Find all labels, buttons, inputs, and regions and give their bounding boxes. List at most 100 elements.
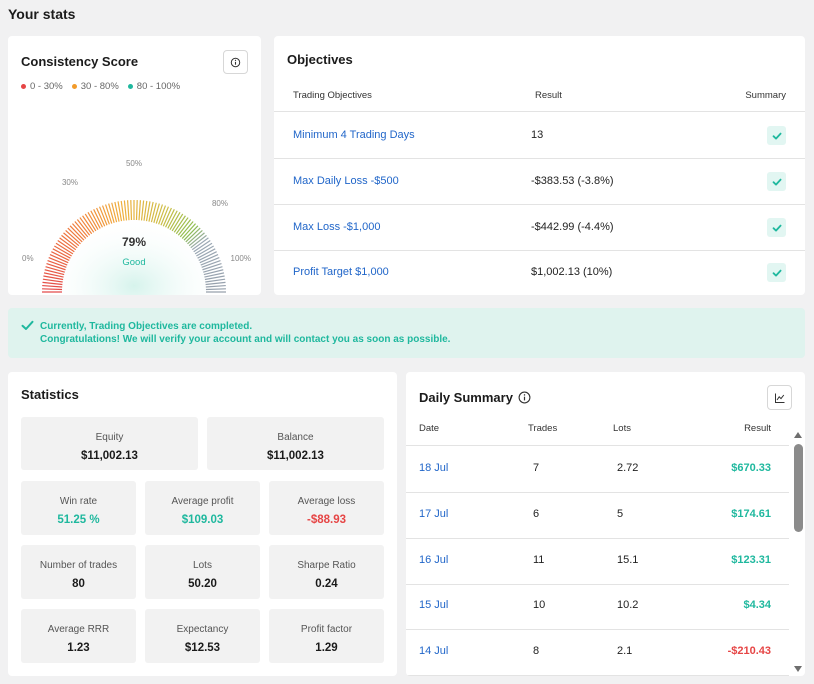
gauge-tick xyxy=(87,212,99,230)
daily-summary-scrollbar[interactable] xyxy=(794,432,803,672)
gauge-tick xyxy=(179,221,194,238)
legend-item-mid: 30 - 80% xyxy=(71,81,119,92)
consistency-score-card: Consistency Score 0 - 30% 30 - 80% 80 - … xyxy=(8,36,261,295)
gauge-tick xyxy=(93,209,103,228)
stat-label: Expectancy xyxy=(176,624,229,635)
gauge-tick xyxy=(48,256,68,266)
row-date[interactable]: 15 Jul xyxy=(419,599,449,611)
gauge-tick xyxy=(204,272,225,278)
stat-tile-number-of-trades: Number of trades 80 xyxy=(21,545,136,599)
objective-name[interactable]: Profit Target $1,000 xyxy=(293,266,389,278)
row-result: $123.31 xyxy=(731,554,771,566)
gauge-tick xyxy=(196,245,214,257)
chart-view-button[interactable] xyxy=(767,385,792,410)
gauge-tick xyxy=(202,262,222,271)
objective-row: Max Loss -$1,000 -$442.99 (-4.4%) xyxy=(274,205,805,251)
gauge-tick xyxy=(71,223,87,239)
gauge-value: 79% xyxy=(122,235,146,249)
gauge-tick xyxy=(123,200,128,221)
gauge-tick xyxy=(162,207,172,227)
objective-name[interactable]: Minimum 4 Trading Days xyxy=(293,129,415,141)
gauge-tick xyxy=(44,269,65,276)
gauge-tick xyxy=(51,251,70,261)
row-trades: 8 xyxy=(533,645,540,657)
gauge-tick xyxy=(138,200,142,221)
scroll-up-arrow-icon[interactable] xyxy=(794,432,802,438)
stat-value: $11,002.13 xyxy=(81,450,138,462)
scroll-down-arrow-icon[interactable] xyxy=(794,666,802,672)
info-icon xyxy=(230,57,241,67)
header-trading-objectives: Trading Objectives xyxy=(293,90,372,101)
gauge-tick xyxy=(201,259,221,268)
info-icon[interactable] xyxy=(518,391,531,404)
stat-label: Equity xyxy=(95,432,124,443)
gauge-tick xyxy=(183,225,199,241)
gauge-tick xyxy=(84,213,97,232)
gauge-tick xyxy=(190,234,207,249)
objective-name[interactable]: Max Loss -$1,000 xyxy=(293,221,381,233)
gauge-tick xyxy=(187,229,203,245)
gauge-tick xyxy=(42,278,63,283)
stat-value: 80 xyxy=(72,578,85,590)
objective-name[interactable]: Max Daily Loss -$500 xyxy=(293,175,399,187)
daily-summary-card: Daily Summary Date Trades Lots Result 18… xyxy=(406,372,805,676)
scroll-thumb[interactable] xyxy=(794,444,803,532)
stat-label: Profit factor xyxy=(300,624,353,635)
row-result: $4.34 xyxy=(743,599,771,611)
stat-value: 1.29 xyxy=(315,642,338,654)
row-result: $670.33 xyxy=(731,462,771,474)
objective-status xyxy=(767,263,786,282)
header-date: Date xyxy=(419,423,440,434)
stat-label: Sharpe Ratio xyxy=(297,560,356,571)
consistency-info-button[interactable] xyxy=(223,50,248,74)
stat-tile-profit-factor: Profit factor 1.29 xyxy=(269,609,384,663)
row-lots: 10.2 xyxy=(617,599,639,611)
row-lots: 15.1 xyxy=(617,554,639,566)
gauge-tick xyxy=(169,212,181,230)
gauge-tick xyxy=(42,284,63,288)
stat-value: -$88.93 xyxy=(306,514,346,526)
consistency-score-title: Consistency Score xyxy=(21,54,139,69)
header-result: Result xyxy=(744,423,771,434)
row-lots: 2.72 xyxy=(617,462,639,474)
gauge-tick xyxy=(61,234,78,249)
stat-value: $109.03 xyxy=(181,514,224,526)
row-date[interactable]: 18 Jul xyxy=(419,462,449,474)
legend-label-low: 0 - 30% xyxy=(30,81,63,92)
row-date[interactable]: 14 Jul xyxy=(419,645,449,657)
header-result: Result xyxy=(535,90,562,101)
gauge-tick xyxy=(205,278,226,283)
gauge-label-100: 100% xyxy=(231,254,251,263)
objectives-completed-banner: Currently, Trading Objectives are comple… xyxy=(8,308,805,358)
page-title: Your stats xyxy=(8,6,76,22)
gauge-tick xyxy=(117,201,123,222)
objectives-table-header: Trading Objectives Result Summary xyxy=(274,88,805,112)
gauge-tick xyxy=(203,266,223,273)
table-row: 16 Jul 11 15.1 $123.31 xyxy=(406,539,789,585)
objective-result: -$383.53 (-3.8%) xyxy=(531,175,614,187)
legend-item-high: 80 - 100% xyxy=(127,81,180,92)
table-row: 14 Jul 8 2.1 -$210.43 xyxy=(406,630,789,676)
stat-value: 1.23 xyxy=(67,642,90,654)
row-date[interactable]: 16 Jul xyxy=(419,554,449,566)
gauge-tick xyxy=(197,248,216,259)
gauge-tick xyxy=(57,240,75,253)
gauge-tick xyxy=(47,259,67,268)
stat-label: Average RRR xyxy=(47,624,110,635)
gauge-tick xyxy=(150,202,157,223)
gauge-tick xyxy=(79,217,93,235)
gauge-tick xyxy=(114,201,120,222)
gauge-tick xyxy=(167,210,178,229)
gauge-tick xyxy=(120,200,125,221)
header-summary: Summary xyxy=(745,90,786,101)
row-result: -$210.43 xyxy=(727,645,771,657)
gauge-tick xyxy=(185,227,201,243)
legend-dot-low xyxy=(21,84,26,89)
gauge-label-30: 30% xyxy=(62,178,78,187)
row-date[interactable]: 17 Jul xyxy=(419,508,449,520)
legend-dot-high xyxy=(127,84,133,89)
gauge-tick xyxy=(198,251,217,261)
table-row: 17 Jul 6 5 $174.61 xyxy=(406,493,789,539)
stat-value: 51.25 % xyxy=(57,514,100,526)
statistics-title: Statistics xyxy=(21,387,79,402)
